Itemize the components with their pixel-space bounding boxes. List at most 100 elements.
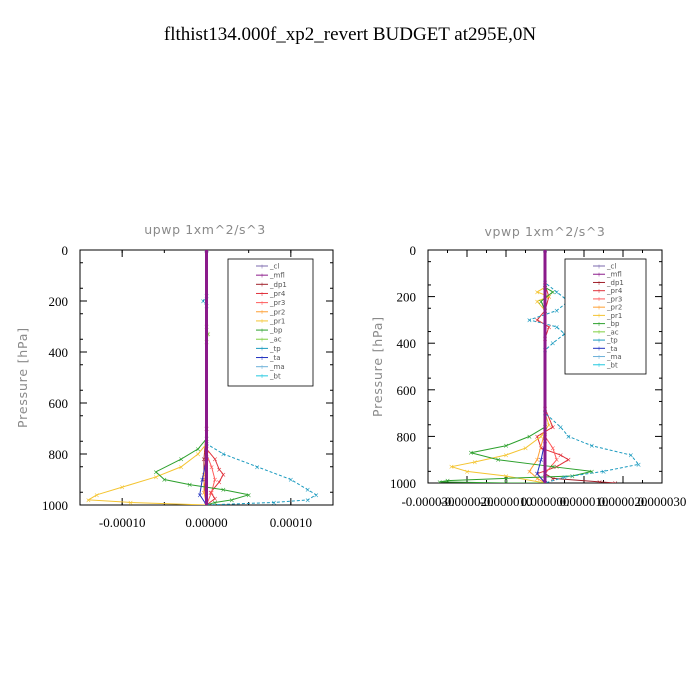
legend-marker: + <box>596 346 601 353</box>
legend-label: _ta <box>606 345 618 353</box>
legend-marker: + <box>596 263 601 270</box>
legend-marker: + <box>259 282 264 289</box>
series-marker-bp: × <box>195 445 201 453</box>
series-marker-pr1: × <box>534 298 540 306</box>
figure-title: flthist134.000f_xp2_revert BUDGET at295E… <box>164 24 536 45</box>
series-marker-bp: × <box>161 476 167 484</box>
legend-marker: + <box>259 272 264 279</box>
legend-label: _ta <box>269 354 281 362</box>
series-marker-pr4: × <box>546 323 552 331</box>
series-marker-pr4: × <box>216 466 222 474</box>
panel-title: vpwp 1xm^2/s^3 <box>485 224 606 239</box>
series-marker-bp: × <box>495 456 501 464</box>
legend-marker: + <box>259 327 264 334</box>
series-marker-tp: × <box>305 496 311 504</box>
legend-label: _cl <box>606 263 616 271</box>
series-marker-tp: × <box>562 330 568 338</box>
legend-label: _dp1 <box>269 281 287 289</box>
legend-marker: + <box>259 337 264 344</box>
legend-marker: + <box>596 321 601 328</box>
legend: + _cl + _mfl + _dp1 + _pr4 + _pr3 + _pr2 + _pr1 + _bp + _… <box>227 258 314 387</box>
legend-marker: + <box>259 291 264 298</box>
legend-label: _dp1 <box>606 279 624 287</box>
series-marker-pr4: × <box>212 495 218 503</box>
series-marker-pr3: × <box>554 456 560 464</box>
series-marker-bp: × <box>229 496 235 504</box>
legend-label: _pr1 <box>269 317 285 325</box>
series-marker-pr1: × <box>546 293 552 301</box>
series-marker-pr2: × <box>534 475 540 483</box>
series-marker-ta: × <box>197 491 203 499</box>
legend-marker: + <box>596 337 601 344</box>
chart-panel-1: upwp 1xm^2/s^3 Pressure [hPa] 0 200 400 600 80… <box>15 222 334 530</box>
legend-marker: + <box>259 346 264 353</box>
series-marker-tp: × <box>601 468 607 476</box>
legend-label: _bp <box>606 320 620 328</box>
x-tick-label: -0.000010 <box>479 494 532 509</box>
series-marker-pr4: × <box>558 452 564 460</box>
x-tick-label: 0.00010 <box>270 515 312 530</box>
series-marker-pr1: × <box>119 484 125 492</box>
legend-marker: + <box>259 364 264 371</box>
series-marker-bp: × <box>153 468 159 476</box>
legend-marker: + <box>259 309 264 316</box>
y-axis-label: Pressure [hPa] <box>370 316 385 417</box>
legend-label: _bt <box>269 372 281 380</box>
legend-marker: + <box>259 373 264 380</box>
series-marker-bp: × <box>589 468 595 476</box>
legend-marker: + <box>259 263 264 270</box>
series-marker-tp: × <box>313 491 319 499</box>
legend-marker: + <box>596 329 601 336</box>
series-marker-dp1: × <box>201 456 207 464</box>
legend-label: _bp <box>269 327 283 335</box>
series-marker-pr4: × <box>538 445 544 453</box>
legend-label: _mfl <box>269 272 285 280</box>
series-marker-pr1: × <box>178 463 184 471</box>
series-marker-bp: × <box>550 288 556 296</box>
series-marker-pr3: × <box>209 463 215 471</box>
series-marker-pr1: × <box>503 452 509 460</box>
x-tick-label: 0.000010 <box>560 494 609 509</box>
series-group: ××××××××××××××××××××××××××××××××××××××××… <box>85 250 319 507</box>
series-marker-tp: × <box>554 288 560 296</box>
series-marker-dp1: × <box>550 475 556 483</box>
series-marker-pr4: × <box>220 471 226 479</box>
series-marker-bp: × <box>220 486 226 494</box>
series-marker-pr1: × <box>546 421 552 429</box>
series-marker-pr1: × <box>448 463 454 471</box>
y-tick-label: 1000 <box>42 498 68 513</box>
series-marker-pr4: × <box>565 456 571 464</box>
series-marker-bp: × <box>445 477 451 485</box>
series-marker-bp: × <box>503 480 509 488</box>
series-marker-pr4: × <box>216 479 222 487</box>
series-marker-tp: × <box>558 424 564 432</box>
y-tick-label: 600 <box>397 383 417 398</box>
legend-label: _tp <box>269 345 281 353</box>
series-marker-pr1: × <box>195 451 201 459</box>
legend-marker: + <box>259 355 264 362</box>
series-marker-pr4: × <box>212 456 218 464</box>
legend-marker: + <box>596 362 601 369</box>
y-tick-label: 0 <box>410 243 417 258</box>
legend-label: _pr1 <box>606 312 622 320</box>
series-marker-bp: × <box>178 456 184 464</box>
series-line-pr4 <box>536 250 570 483</box>
panels: upwp 1xm^2/s^3 Pressure [hPa] 0 200 400 600 80… <box>15 222 686 530</box>
x-tick-label: -0.00010 <box>99 515 146 530</box>
legend-marker: + <box>596 304 601 311</box>
series-marker-pr1: × <box>472 459 478 467</box>
legend-box <box>227 258 314 387</box>
series-marker-pr3: × <box>209 489 215 497</box>
x-tick-label: 0.000020 <box>599 494 648 509</box>
series-marker-bp: × <box>503 442 509 450</box>
series-line-bp <box>155 250 249 505</box>
series-marker-pr1: × <box>464 468 470 476</box>
series-marker-tp: × <box>589 442 595 450</box>
legend-marker: + <box>596 280 601 287</box>
series-marker-pr1: × <box>503 473 509 481</box>
panel-title: upwp 1xm^2/s^3 <box>144 222 266 237</box>
series-marker-tp: × <box>271 499 277 507</box>
x-tick-label: 0.000000 <box>521 494 570 509</box>
series-marker-tp: × <box>565 433 571 441</box>
series-marker-pr3: × <box>550 445 556 453</box>
